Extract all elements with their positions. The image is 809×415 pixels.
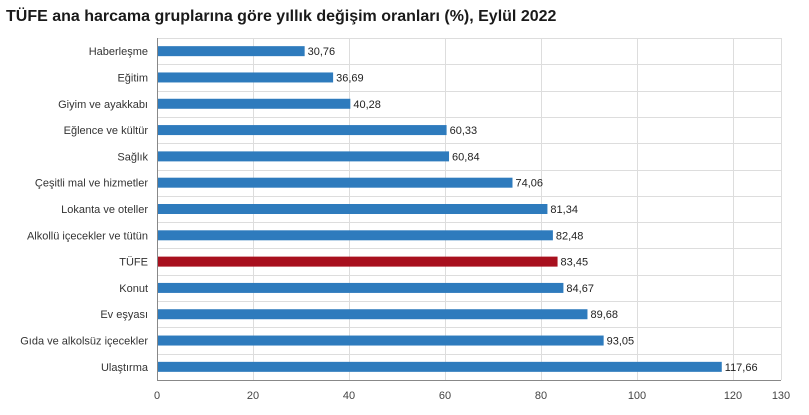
x-tick-label: 40	[343, 390, 355, 402]
data-label: 117,66	[725, 362, 758, 374]
data-label: 82,48	[556, 230, 584, 242]
data-label: 40,28	[353, 99, 381, 111]
x-tick-label: 80	[535, 390, 547, 402]
category-label: Sağlık	[117, 151, 148, 163]
data-label: 74,06	[515, 178, 543, 190]
bar	[158, 361, 722, 372]
category-label: Eğitim	[117, 72, 148, 84]
data-label: 83,45	[561, 257, 589, 269]
bar	[158, 151, 450, 162]
category-label: Gıda ve alkolsüz içecekler	[20, 336, 148, 348]
x-tick-label: 60	[439, 390, 451, 402]
bar	[158, 125, 447, 136]
data-label: 60,84	[452, 151, 480, 163]
x-tick-label: 120	[724, 390, 742, 402]
data-label: 60,33	[450, 125, 478, 137]
bar	[158, 335, 604, 346]
x-tick-label: 100	[628, 390, 646, 402]
bar	[158, 98, 351, 109]
category-label: TÜFE	[119, 257, 148, 269]
x-tick-label: 0	[154, 390, 160, 402]
bar	[158, 309, 588, 320]
x-tick-label: 130	[772, 390, 790, 402]
category-label: Alkollü içecekler ve tütün	[27, 230, 148, 242]
chart-title: TÜFE ana harcama gruplarına göre yıllık …	[6, 8, 557, 25]
data-label: 30,76	[308, 46, 336, 58]
bar	[158, 256, 558, 267]
category-label: Giyim ve ayakkabı	[58, 99, 148, 111]
data-label: 93,05	[607, 336, 635, 348]
category-label: Ulaştırma	[101, 362, 149, 374]
bar	[158, 230, 553, 241]
category-label: Konut	[119, 283, 148, 295]
category-label: Eğlence ve kültür	[64, 125, 149, 137]
bar	[158, 204, 548, 214]
category-label: Çeşitli mal ve hizmetler	[35, 178, 148, 190]
data-label: 81,34	[550, 204, 578, 216]
category-label: Ev eşyası	[100, 309, 148, 321]
bar	[158, 72, 334, 83]
category-label: Haberleşme	[89, 46, 148, 58]
bar	[158, 46, 305, 57]
data-label: 36,69	[336, 72, 364, 84]
category-label: Lokanta ve oteller	[61, 204, 148, 216]
bar	[158, 177, 513, 188]
bar	[158, 282, 564, 293]
x-tick-label: 20	[247, 390, 259, 402]
data-label: 89,68	[590, 309, 618, 321]
data-label: 84,67	[566, 283, 594, 295]
